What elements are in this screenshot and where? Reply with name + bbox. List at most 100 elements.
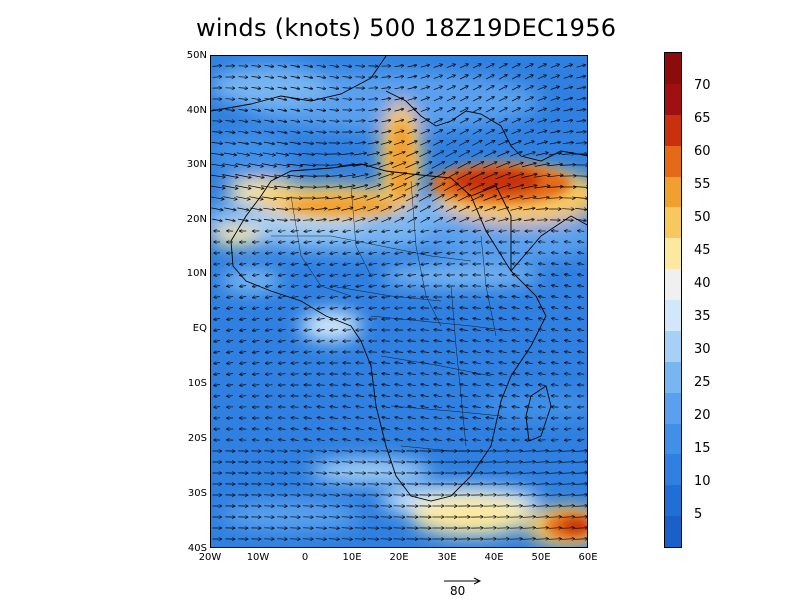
wind-vector [522,473,535,474]
wind-vector [535,153,548,156]
wind-vector [434,330,443,331]
wind-vector [356,395,364,396]
wind-vector [573,187,587,188]
wind-vector [266,429,273,430]
wind-vector [395,230,403,232]
wind-vector [317,341,325,342]
wind-vector [304,307,312,308]
wind-vector [395,341,404,342]
wind-vector [266,340,273,341]
wind-vector [421,373,429,374]
wind-vector [458,207,469,212]
wind-vector [394,109,404,112]
wind-vector [572,176,587,177]
wind-vector [279,440,286,441]
wind-vector [486,429,494,430]
wind-vector [508,163,523,168]
wind-vector [238,131,247,133]
wind-vector [253,340,260,341]
wind-vector [433,97,442,102]
wind-vector [433,108,442,113]
wind-vector [534,164,549,167]
wind-vector [524,75,533,80]
wind-vector [339,164,354,166]
wind-vector [407,65,417,67]
wind-vector [315,219,326,220]
wind-vector [578,253,585,254]
wind-vector [343,439,351,441]
wind-vector [576,87,586,89]
wind-vector [408,439,416,440]
wind-vector [237,207,248,210]
wind-vector [343,428,351,429]
wind-vector [253,264,260,265]
wind-vector [473,373,481,375]
wind-vector [393,152,405,157]
wind-vector [343,330,351,331]
wind-vector [315,495,326,496]
wind-vector [420,98,429,101]
wind-vector [266,440,273,441]
wind-vector [328,484,339,485]
wind-vector [434,417,442,418]
wind-vector [341,208,352,211]
colorbar-label-65: 65 [694,111,711,126]
wind-vector [317,396,325,397]
wind-vector [421,330,430,331]
wind-vector [264,131,273,133]
wind-vector [405,195,418,202]
wind-vector [395,263,403,264]
colorbar-label-20: 20 [694,408,711,423]
wind-vector [460,308,468,309]
wind-vector [512,318,520,319]
wind-vector [365,163,380,168]
wind-vector [342,77,352,78]
wind-vector [343,241,351,242]
wind-vector [328,462,339,463]
wind-vector [356,230,364,231]
wind-vector [317,330,325,331]
wind-vector [340,154,353,155]
wind-vector [279,329,286,330]
wind-vector [330,241,338,242]
wind-vector [535,528,548,529]
wind-vector [330,252,338,253]
colorbar-segment [665,330,681,362]
wind-vector [552,385,559,386]
wind-vector [431,195,444,202]
wind-vector [561,462,575,463]
wind-vector [460,329,468,330]
wind-vector [264,87,274,89]
wind-vector [565,340,572,341]
wind-vector [574,462,587,463]
wind-vector [574,539,587,540]
wind-vector [499,307,507,308]
wind-vector [227,351,234,352]
wind-vector [341,506,352,507]
wind-vector [290,109,300,111]
wind-vector [434,351,442,352]
wind-vector [227,396,234,397]
lon-label-50e: 50E [531,552,551,563]
wind-vector [304,252,312,253]
wind-vector [526,307,533,308]
wind-vector [420,76,430,79]
colorbar-label-40: 40 [694,276,711,291]
wind-vector [524,64,533,69]
wind-vector [240,275,247,276]
wind-vector [214,374,221,375]
wind-vector [266,307,273,308]
wind-vector [314,154,327,155]
wind-vector [539,340,546,341]
wind-vector [421,395,429,397]
wind-vector [290,65,300,67]
wind-vector [315,462,326,463]
wind-vector [522,484,535,485]
wind-vector [421,428,429,429]
wind-vector [482,184,497,191]
wind-vector [550,75,559,79]
wind-vector [473,418,481,419]
wind-vector [445,206,456,213]
wind-vector [565,329,572,330]
wind-vector [408,417,416,419]
